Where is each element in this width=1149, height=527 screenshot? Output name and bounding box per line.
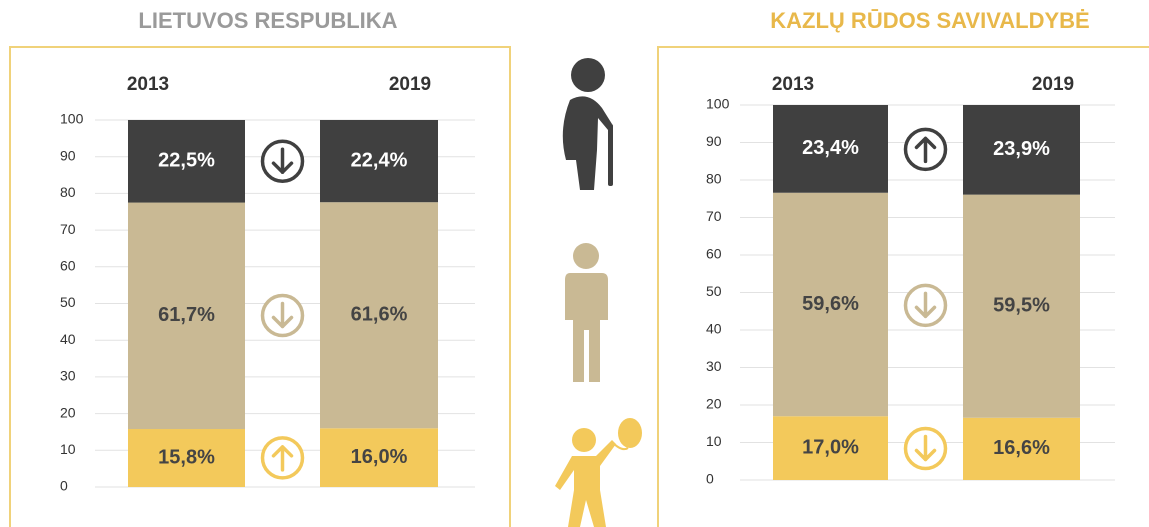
- y-tick-label: 60: [60, 258, 76, 274]
- y-tick-label: 10: [706, 433, 722, 449]
- value-label: 16,6%: [993, 437, 1050, 459]
- trend-arrow: [260, 436, 305, 480]
- value-label: 15,8%: [158, 446, 215, 468]
- value-label: 23,4%: [802, 137, 859, 159]
- arrow-glyph: [271, 301, 294, 329]
- y-tick-label: 80: [706, 171, 722, 187]
- bar-segment: [963, 417, 1080, 480]
- value-label: 22,5%: [158, 150, 215, 172]
- icon-adult: [565, 243, 608, 382]
- y-tick-label: 30: [706, 358, 722, 374]
- y-tick-label: 90: [60, 147, 76, 163]
- bar-segment: [128, 429, 245, 487]
- trend-arrow: [260, 293, 305, 338]
- bar-segment: [963, 105, 1080, 195]
- y-tick-label: 40: [706, 321, 722, 337]
- y-tick-label: 50: [60, 294, 76, 310]
- arrow-glyph: [271, 445, 294, 472]
- value-label: 22,4%: [351, 149, 408, 171]
- y-tick-label: 0: [706, 471, 714, 487]
- arrow-glyph: [914, 136, 937, 164]
- y-tick-label: 20: [706, 396, 722, 412]
- x-category-label: 2019: [389, 74, 431, 95]
- bar-segment: [320, 202, 438, 429]
- arrow-glyph: [271, 147, 294, 174]
- value-label: 23,9%: [993, 138, 1050, 160]
- y-tick-label: 0: [60, 478, 68, 494]
- value-label: 59,5%: [993, 294, 1050, 316]
- y-tick-label: 40: [60, 331, 76, 347]
- bar-segment: [320, 428, 438, 487]
- y-tick-label: 60: [706, 246, 722, 262]
- bar-segment: [773, 105, 888, 193]
- bar-segment: [773, 192, 888, 417]
- icon-child: [555, 418, 642, 527]
- trend-arrow: [903, 127, 948, 172]
- icon-elderly: [562, 58, 613, 190]
- chart-title: KAZLŲ RŪDOS SAVIVALDYBĖ: [770, 8, 1089, 33]
- y-tick-label: 70: [706, 208, 722, 224]
- y-tick-label: 50: [706, 283, 722, 299]
- value-label: 61,7%: [158, 304, 215, 326]
- trend-arrow: [903, 283, 948, 328]
- x-category-label: 2019: [1032, 74, 1074, 95]
- y-tick-label: 70: [60, 221, 76, 237]
- y-tick-label: 20: [60, 404, 76, 420]
- y-tick-label: 30: [60, 368, 76, 384]
- value-label: 61,6%: [351, 304, 408, 326]
- trend-arrow: [903, 426, 948, 471]
- y-tick-label: 100: [60, 111, 84, 127]
- bar-segment: [963, 194, 1080, 418]
- value-label: 59,6%: [802, 293, 859, 315]
- y-tick-label: 90: [706, 133, 722, 149]
- frame-left: [9, 46, 511, 527]
- value-label: 16,0%: [351, 446, 408, 468]
- x-category-label: 2013: [772, 74, 814, 95]
- bar-segment: [773, 416, 888, 480]
- bar-segment: [320, 120, 438, 203]
- arrow-glyph: [914, 434, 937, 462]
- frame-right: [657, 46, 1149, 527]
- trend-arrow: [260, 139, 305, 183]
- x-category-label: 2013: [127, 74, 169, 95]
- value-label: 17,0%: [802, 436, 859, 458]
- y-tick-label: 80: [60, 184, 76, 200]
- arrow-glyph: [914, 291, 937, 319]
- bar-segment: [128, 202, 245, 430]
- bar-segment: [128, 120, 245, 203]
- y-tick-label: 10: [60, 441, 76, 457]
- chart-title: LIETUVOS RESPUBLIKA: [138, 8, 397, 33]
- y-tick-label: 100: [706, 96, 730, 112]
